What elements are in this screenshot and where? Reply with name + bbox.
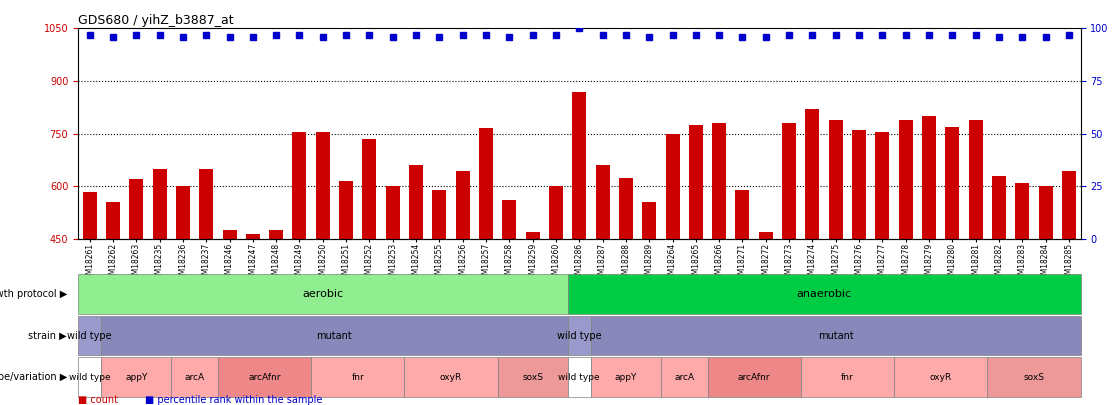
Text: arcAfnr: arcAfnr [737, 373, 771, 382]
Text: strain ▶: strain ▶ [28, 330, 67, 341]
Bar [293, 132, 306, 239]
Bar [409, 165, 423, 239]
Text: appY: appY [125, 373, 147, 382]
Bar [1062, 171, 1076, 239]
Text: wild type: wild type [557, 330, 602, 341]
Text: GDS680 / yihZ_b3887_at: GDS680 / yihZ_b3887_at [78, 14, 234, 27]
Bar [456, 171, 470, 239]
Bar [876, 132, 889, 239]
Bar [176, 186, 189, 239]
Text: arcA: arcA [674, 373, 694, 382]
Bar [619, 177, 633, 239]
Bar [899, 119, 912, 239]
Bar [712, 123, 726, 239]
Bar [946, 127, 959, 239]
Text: fnr: fnr [351, 373, 364, 382]
Bar [432, 190, 447, 239]
Bar [782, 123, 797, 239]
Text: wild type: wild type [69, 373, 110, 382]
Text: oxyR: oxyR [929, 373, 951, 382]
Text: mutant: mutant [316, 330, 352, 341]
Bar [106, 202, 120, 239]
Bar [643, 202, 656, 239]
Text: fnr: fnr [841, 373, 853, 382]
Bar [223, 230, 236, 239]
Bar [315, 132, 330, 239]
Bar [829, 119, 843, 239]
Text: genotype/variation ▶: genotype/variation ▶ [0, 372, 67, 382]
Text: soxS: soxS [522, 373, 544, 382]
Bar [479, 128, 494, 239]
Bar [991, 176, 1006, 239]
Text: aerobic: aerobic [302, 289, 343, 299]
Bar [665, 134, 680, 239]
Text: wild type: wild type [558, 373, 600, 382]
Text: appY: appY [615, 373, 637, 382]
Bar [246, 234, 260, 239]
Bar [969, 119, 983, 239]
Bar [573, 92, 586, 239]
Bar [339, 181, 353, 239]
Bar [805, 109, 820, 239]
Bar [735, 190, 750, 239]
Bar [129, 179, 144, 239]
Bar [549, 186, 563, 239]
Bar [1015, 183, 1029, 239]
Text: ■ percentile rank within the sample: ■ percentile rank within the sample [145, 395, 322, 405]
Bar [526, 232, 539, 239]
Bar [153, 169, 167, 239]
Text: anaerobic: anaerobic [797, 289, 852, 299]
Text: soxS: soxS [1024, 373, 1045, 382]
Text: wild type: wild type [67, 330, 111, 341]
Bar [199, 169, 213, 239]
Bar [270, 230, 283, 239]
Bar [502, 200, 516, 239]
Bar [385, 186, 400, 239]
Bar [362, 139, 377, 239]
Bar [82, 192, 97, 239]
Text: oxyR: oxyR [440, 373, 462, 382]
Text: mutant: mutant [818, 330, 853, 341]
Bar [759, 232, 773, 239]
Bar [922, 116, 936, 239]
Bar [1038, 186, 1053, 239]
Bar [852, 130, 866, 239]
Text: growth protocol ▶: growth protocol ▶ [0, 289, 67, 299]
Text: arcA: arcA [185, 373, 205, 382]
Bar [596, 165, 609, 239]
Bar [688, 125, 703, 239]
Text: arcAfnr: arcAfnr [248, 373, 281, 382]
Text: ■ count: ■ count [78, 395, 118, 405]
